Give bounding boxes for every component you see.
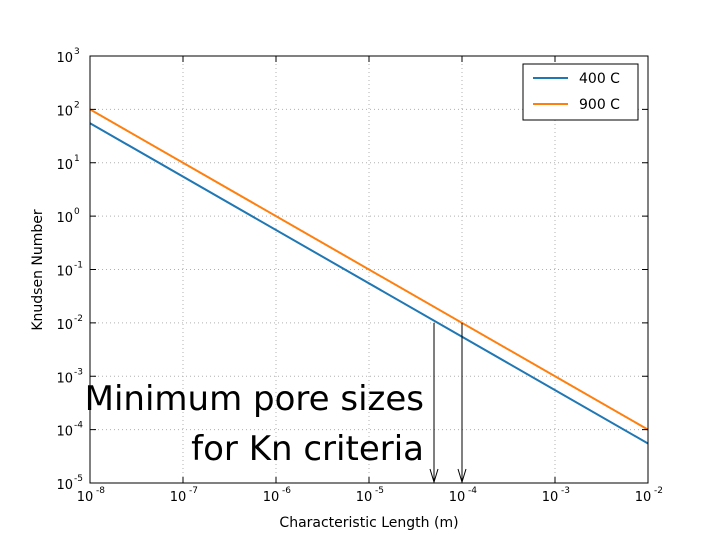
arrow-head-1 [429,468,439,484]
x-tick-label: 10 [449,490,466,505]
x-tick-label: 10 [170,490,187,505]
x-tick-exponent: -3 [561,486,570,496]
legend-box [522,63,639,121]
y-axis-label: Knudsen Number [30,209,46,331]
y-tick-exponent: 2 [74,100,80,110]
ticks-group [89,55,649,484]
x-tick-exponent: -6 [282,486,291,496]
y-tick-exponent: 1 [74,154,80,164]
y-tick-exponent: -2 [74,314,83,324]
x-tick-label: 10 [635,490,652,505]
x-tick-label: 10 [542,490,559,505]
x-tick-label: 10 [263,490,280,505]
y-tick-exponent: -1 [74,261,83,271]
y-tick-label: 10 [56,478,73,493]
legend-label-900c: 900 C [579,97,620,113]
tick-labels-group: 10 -8 10 -7 10 -6 10 -5 10 -4 10 -3 10 -210 -510 -410 -3… [56,47,663,505]
y-tick-label: 10 [56,425,73,440]
y-tick-label: 10 [56,211,73,226]
y-tick-exponent: -5 [74,474,83,484]
x-tick-exponent: -8 [96,486,105,496]
x-tick-label: 10 [77,490,94,505]
legend: 400 C 900 C [522,63,639,121]
x-tick-label: 10 [356,490,373,505]
legend-label-400c: 400 C [579,71,620,87]
annotation-line-2: for Kn criteria [191,429,424,469]
y-tick-exponent: 0 [74,207,80,217]
y-tick-label: 10 [56,158,73,173]
annotation-line-1: Minimum pore sizes [85,379,424,419]
y-tick-label: 10 [56,318,73,333]
y-tick-exponent: 3 [74,47,80,57]
y-tick-label: 10 [56,371,73,386]
series-line-900c [90,108,648,431]
arrows-group [429,322,467,484]
y-tick-exponent: -4 [74,421,83,431]
x-axis-label: Characteristic Length (m) [279,515,458,531]
x-tick-exponent: -7 [189,486,198,496]
x-tick-exponent: -5 [375,486,384,496]
y-tick-label: 10 [56,51,73,66]
series-group [90,108,648,445]
x-tick-exponent: -2 [654,486,663,496]
y-tick-label: 10 [56,265,73,280]
series-line-400c [90,122,648,445]
x-tick-exponent: -4 [468,486,477,496]
y-tick-label: 10 [56,104,73,119]
y-tick-exponent: -3 [74,367,83,377]
